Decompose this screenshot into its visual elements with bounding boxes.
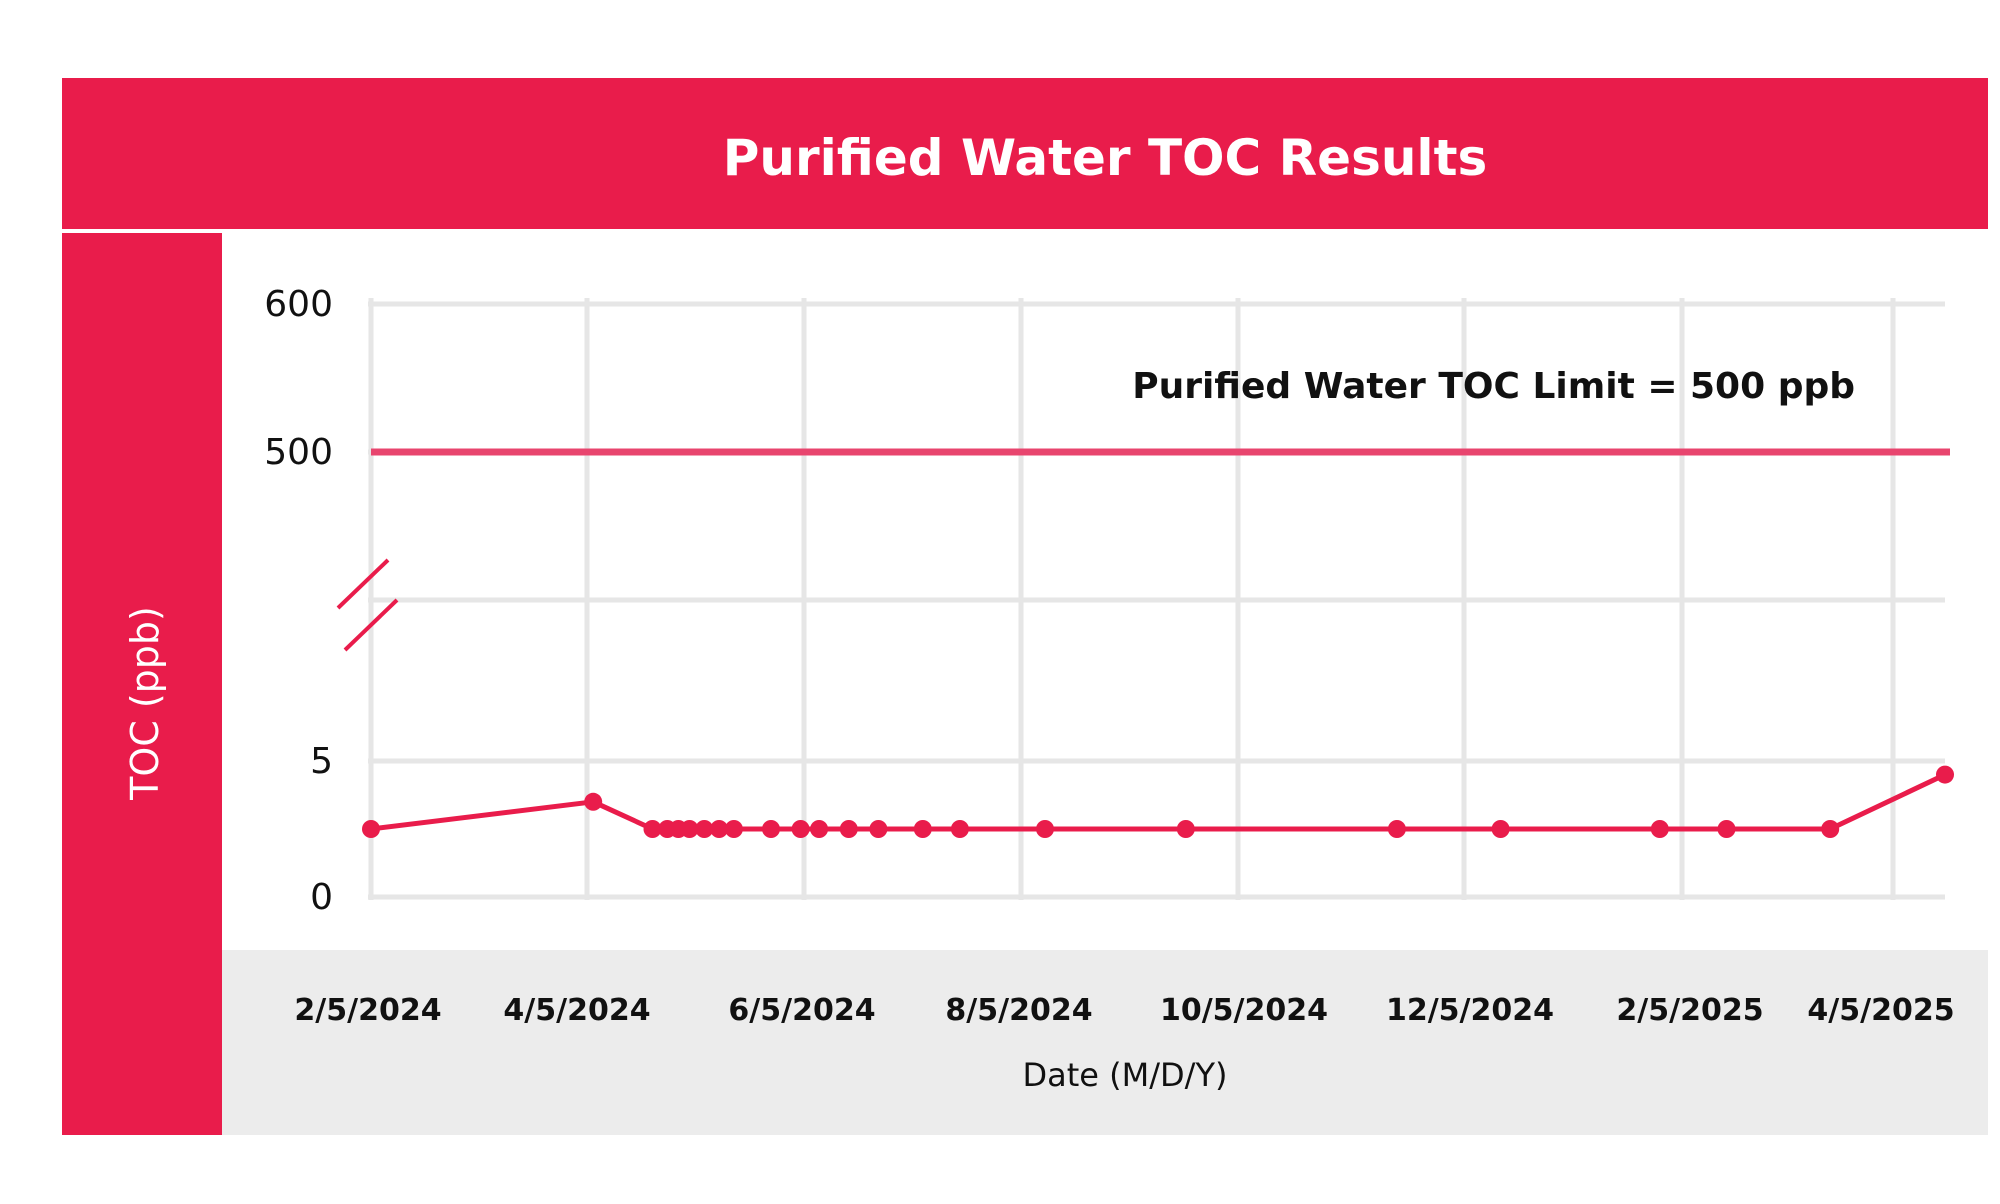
data-point bbox=[584, 792, 603, 811]
limit-label: Purified Water TOC Limit = 500 ppb bbox=[1132, 366, 1855, 407]
data-point bbox=[724, 820, 743, 838]
y-tick-labels: 600 500 5 0 bbox=[264, 284, 333, 918]
data-point bbox=[1936, 765, 1954, 784]
data-point bbox=[1176, 820, 1195, 838]
break-slash bbox=[343, 598, 399, 652]
data-point bbox=[810, 820, 829, 838]
x-tick-label: 12/5/2024 bbox=[1386, 993, 1554, 1028]
x-tick-label: 2/5/2024 bbox=[294, 993, 441, 1028]
series-toc bbox=[362, 765, 1954, 838]
x-axis-title: Date (M/D/Y) bbox=[1023, 1056, 1228, 1094]
data-point bbox=[1491, 820, 1510, 838]
x-tick-label: 10/5/2024 bbox=[1160, 993, 1328, 1028]
data-point bbox=[1387, 820, 1406, 838]
xaxis-band bbox=[222, 950, 1988, 1135]
x-tick-label: 6/5/2024 bbox=[728, 993, 875, 1028]
x-tick-label: 4/5/2025 bbox=[1807, 993, 1954, 1028]
y-axis-title: TOC (ppb) bbox=[123, 606, 167, 801]
data-point bbox=[680, 820, 699, 838]
limit-line-group: Purified Water TOC Limit = 500 ppb bbox=[371, 366, 1950, 456]
data-point bbox=[1650, 820, 1669, 838]
data-point bbox=[1036, 820, 1054, 838]
y-tick-label: 5 bbox=[310, 741, 333, 782]
data-point bbox=[950, 820, 969, 838]
x-tick-labels: 2/5/2024 4/5/2024 6/5/2024 8/5/2024 10/5/202… bbox=[294, 993, 1954, 1028]
data-point bbox=[791, 820, 810, 838]
ylabel-band bbox=[62, 233, 222, 1135]
data-point bbox=[643, 820, 662, 838]
x-tick-label: 8/5/2024 bbox=[945, 993, 1092, 1028]
data-point bbox=[1821, 820, 1840, 838]
y-tick-label: 600 bbox=[264, 284, 333, 325]
axis-break-mark bbox=[336, 558, 399, 652]
series-line bbox=[370, 772, 1947, 832]
data-point bbox=[362, 820, 380, 838]
y-tick-label: 500 bbox=[264, 432, 333, 473]
break-slash bbox=[336, 558, 390, 610]
data-point bbox=[869, 820, 888, 838]
data-point bbox=[710, 820, 729, 838]
data-point bbox=[913, 820, 932, 838]
x-tick-label: 4/5/2024 bbox=[503, 993, 650, 1028]
chart-title: Purified Water TOC Results bbox=[723, 129, 1487, 187]
data-point bbox=[762, 820, 780, 838]
title-band bbox=[62, 78, 1988, 229]
data-point bbox=[695, 820, 714, 838]
data-point bbox=[839, 820, 858, 838]
data-point bbox=[1717, 820, 1736, 838]
y-tick-label: 0 bbox=[310, 877, 333, 918]
x-tick-label: 2/5/2025 bbox=[1616, 993, 1763, 1028]
